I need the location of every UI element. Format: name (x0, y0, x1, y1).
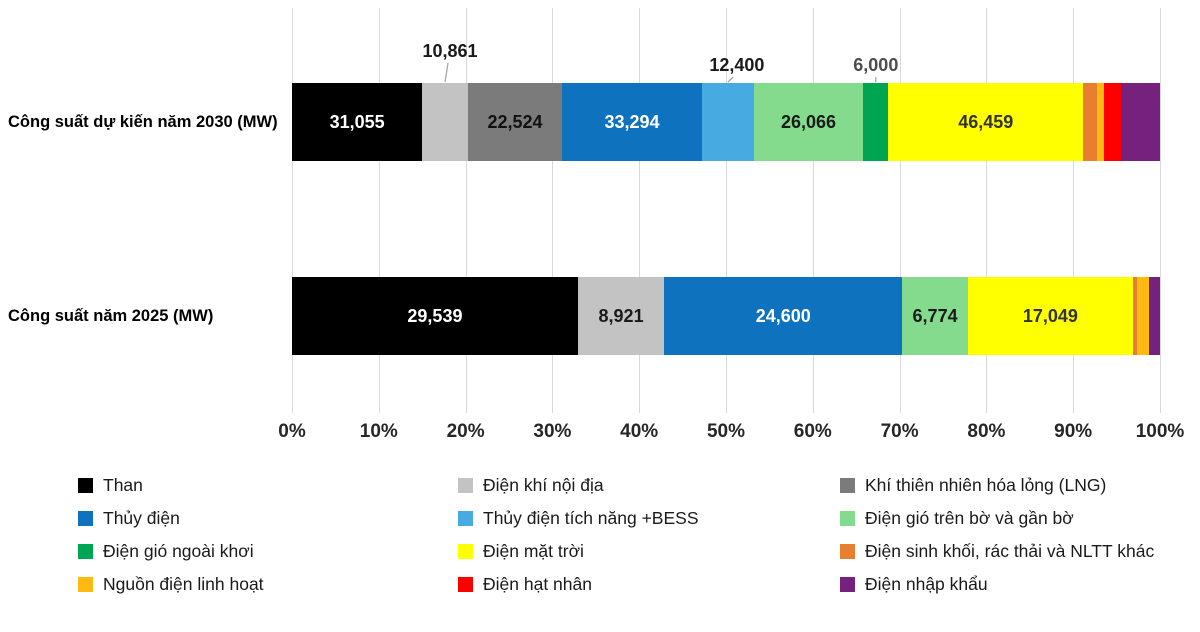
legend-label: Điện nhập khẩu (865, 573, 988, 594)
x-tick-label: 20% (446, 421, 485, 442)
legend-swatch-nhap-khau (840, 576, 855, 592)
gridline-80% (986, 8, 988, 413)
segment-nhap-khau (1120, 83, 1160, 161)
legend-label: Thủy điện tích năng +BESS (483, 507, 699, 528)
legend: Than Thủy điện Điện gió ngoài khơi Nguồn đi… (78, 475, 1154, 594)
gridline-40% (639, 8, 641, 413)
legend-item-dien-mat-troi: Điện mặt trời (458, 541, 840, 561)
segment-thuy-dien: 24,600 (664, 277, 903, 355)
x-tick-label: 0% (278, 421, 306, 442)
x-tick-label: 30% (533, 421, 572, 442)
legend-swatch-dien-gio-tren-bo (840, 510, 855, 526)
segment-dien-gio-tren-bo: 26,066 (753, 83, 864, 161)
legend-label: Nguồn điện linh hoạt (103, 573, 264, 594)
callout-label-dien-khi-noi-dia: 10,861 (422, 41, 478, 61)
legend-swatch-lng (840, 477, 855, 493)
segment-value-label: 24,600 (755, 305, 811, 326)
legend-label: Điện gió ngoài khơi (103, 540, 254, 561)
legend-item-dien-gio-ngoai-khoi: Điện gió ngoài khơi (78, 541, 458, 561)
legend-label: Điện gió trên bờ và gần bờ (865, 507, 1074, 528)
legend-item-nhap-khau: Điện nhập khẩu (840, 574, 1154, 594)
segment-value-label: 26,066 (780, 111, 837, 132)
x-tick-label: 50% (706, 421, 746, 442)
gridline-20% (465, 8, 467, 413)
segment-value-label: 22,524 (487, 111, 543, 132)
legend-item-linh-hoat: Nguồn điện linh hoạt (78, 574, 458, 594)
segment-dien-mat-troi: 17,049 (967, 277, 1133, 355)
x-tick-label: 80% (967, 421, 1006, 442)
segment-thuy-dien: 33,294 (562, 83, 702, 161)
legend-item-than: Than (78, 475, 458, 495)
segment-dien-mat-troi: 46,459 (888, 83, 1084, 161)
segment-lng: 22,524 (467, 83, 563, 161)
segment-sinh-khoi (1083, 83, 1097, 161)
x-tick-label: 70% (880, 421, 919, 442)
segment-than: 29,539 (292, 277, 578, 355)
legend-item-lng: Khí thiên nhiên hóa lỏng (LNG) (840, 475, 1154, 495)
segment-value-label: 8,921 (598, 305, 644, 326)
legend-item-dien-gio-tren-bo: Điện gió trên bờ và gần bờ (840, 508, 1154, 528)
legend-label: Khí thiên nhiên hóa lỏng (LNG) (865, 474, 1107, 495)
legend-swatch-psh-bess (458, 510, 473, 526)
segment-nhap-khau (1148, 277, 1160, 355)
segment-value-label: 46,459 (958, 111, 1014, 132)
legend-item-hat-nhan: Điện hạt nhân (458, 574, 840, 594)
legend-item-sinh-khoi: Điện sinh khối, rác thải và NLTT khác (840, 541, 1154, 561)
legend-swatch-dien-khi-noi-dia (458, 477, 473, 493)
legend-swatch-sinh-khoi (840, 543, 855, 559)
legend-label: Điện khí nội địa (483, 474, 604, 495)
legend-swatch-linh-hoat (78, 576, 93, 592)
legend-item-thuy-dien: Thủy điện (78, 508, 458, 528)
bar-row-0: 31,055 22,524 33,294 26,066 46,459 (292, 83, 1160, 161)
callout-label-dien-gio-ngoai-khoi: 6,000 (853, 55, 899, 75)
segment-dien-khi-noi-dia: 8,921 (577, 277, 665, 355)
legend-label: Thủy điện (103, 507, 180, 528)
legend-item-dien-khi-noi-dia: Điện khí nội địa (458, 475, 840, 495)
segment-dien-khi-noi-dia (422, 83, 468, 161)
bar-row-1: 29,539 8,921 24,600 6,774 17,049 (292, 277, 1160, 355)
gridline-60% (812, 8, 814, 413)
segment-hat-nhan (1104, 83, 1121, 161)
x-tick-label: 60% (793, 421, 832, 442)
segment-value-label: 29,539 (407, 305, 463, 326)
segment-value-label: 17,049 (1022, 305, 1078, 326)
segment-value-label: 33,294 (604, 111, 660, 132)
legend-swatch-dien-gio-ngoai-khoi (78, 543, 93, 559)
callout-label-psh-bess: 12,400 (709, 55, 765, 75)
x-tick-label: 40% (620, 421, 659, 442)
segment-value-label: 6,774 (912, 305, 958, 326)
legend-item-psh-bess: Thủy điện tích năng +BESS (458, 508, 840, 528)
segment-sinh-khoi (1132, 277, 1137, 355)
legend-swatch-thuy-dien (78, 510, 93, 526)
x-tick-label: 100% (1135, 421, 1185, 442)
gridline-90% (1073, 8, 1075, 413)
row-label-2025: Công suất năm 2025 (MW) (8, 307, 214, 325)
segment-psh-bess (701, 83, 754, 161)
legend-swatch-hat-nhan (458, 576, 473, 592)
segment-linh-hoat (1097, 83, 1105, 161)
gridline-30% (552, 8, 554, 413)
row-label-2030: Công suất dự kiến năm 2030 (MW) (8, 113, 278, 131)
legend-swatch-than (78, 477, 93, 493)
legend-label: Than (103, 474, 143, 495)
legend-swatch-dien-mat-troi (458, 543, 473, 559)
legend-label: Điện mặt trời (483, 540, 584, 561)
segment-dien-gio-ngoai-khoi (863, 83, 889, 161)
leader-line-dien-khi-noi-dia (444, 62, 449, 83)
gridline-100% (1160, 8, 1161, 413)
x-tick-label: 10% (359, 421, 398, 442)
x-tick-label: 90% (1054, 421, 1093, 442)
segment-value-label: 31,055 (329, 111, 385, 132)
gridline-70% (899, 8, 901, 413)
gridline-0% (292, 8, 293, 413)
gridline-10% (378, 8, 380, 413)
leader-line-psh-bess (727, 76, 734, 83)
legend-label: Điện hạt nhân (483, 573, 592, 594)
segment-than: 31,055 (292, 83, 423, 161)
legend-label: Điện sinh khối, rác thải và NLTT khác (865, 540, 1155, 561)
segment-linh-hoat (1136, 277, 1149, 355)
segment-dien-gio-tren-bo: 6,774 (902, 277, 968, 355)
gridline-50% (726, 8, 727, 413)
